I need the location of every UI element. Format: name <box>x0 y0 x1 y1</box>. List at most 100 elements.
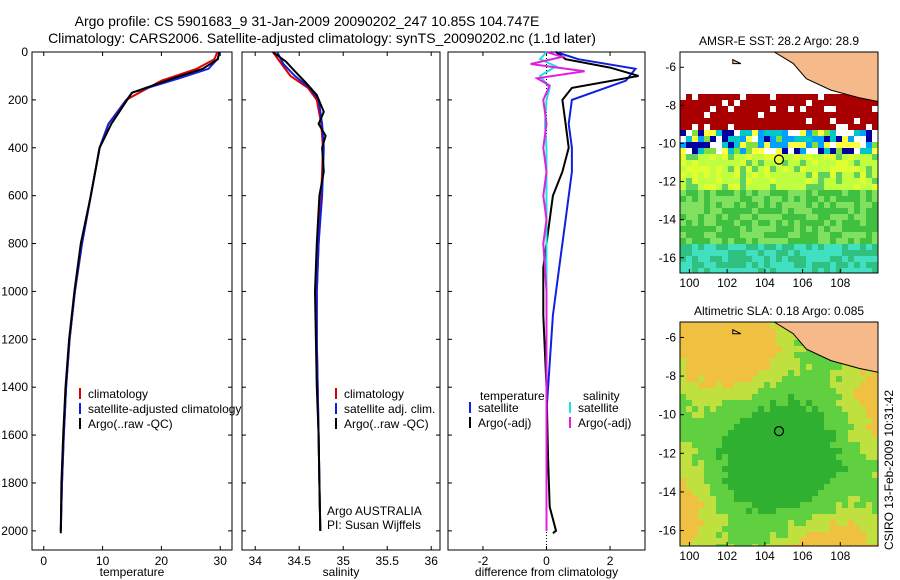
map-cell <box>800 256 807 263</box>
map-cell <box>872 532 878 539</box>
map-cell <box>848 454 855 461</box>
map-cell <box>746 64 753 71</box>
map-cell <box>866 370 873 377</box>
map-cell <box>872 160 878 167</box>
map-cell <box>866 430 873 437</box>
map-cell <box>692 178 699 185</box>
map-cell <box>770 334 777 341</box>
map-cell <box>866 100 873 107</box>
map-cell <box>818 208 825 215</box>
map-cell <box>788 226 795 233</box>
map-cell <box>848 394 855 401</box>
map-cell <box>860 130 867 137</box>
map-cell <box>794 400 801 407</box>
map-cell <box>740 544 747 546</box>
map-cell <box>692 514 699 521</box>
map-cell <box>764 358 771 365</box>
map-cell <box>800 490 807 497</box>
map-cell <box>776 496 783 503</box>
map-cell <box>812 238 819 245</box>
map-cell <box>860 472 867 479</box>
map-cell <box>758 106 765 113</box>
map-cell <box>812 232 819 239</box>
map-cell <box>854 166 861 173</box>
map-cell <box>782 478 789 485</box>
map-cell <box>728 172 735 179</box>
x-tick-label: -2 <box>478 554 489 568</box>
map-cell <box>704 388 711 395</box>
map-cell <box>734 376 741 383</box>
map-cell <box>830 544 837 546</box>
map-cell <box>728 358 735 365</box>
map-cell <box>704 442 711 449</box>
map-cell <box>830 196 837 203</box>
map-cell <box>698 382 705 389</box>
map-cell <box>758 442 765 449</box>
map-cell <box>686 166 693 173</box>
map-cell <box>692 220 699 227</box>
map-cell <box>728 190 735 197</box>
map-cell <box>752 478 759 485</box>
map-cell <box>692 232 699 239</box>
map-cell <box>764 250 771 257</box>
map-cell <box>770 520 777 527</box>
map-cell <box>842 94 849 101</box>
map-cell <box>866 514 873 521</box>
map-cell <box>836 382 843 389</box>
map-cell <box>872 466 878 473</box>
map-cell <box>686 388 693 395</box>
map-cell <box>764 154 771 161</box>
map-cell <box>752 94 759 101</box>
map-cell <box>866 388 873 395</box>
map-cell <box>848 544 855 546</box>
map-cell <box>800 346 807 353</box>
map-cell <box>794 526 801 533</box>
map-cell <box>842 160 849 167</box>
map-cell <box>680 520 687 527</box>
map-cell <box>740 430 747 437</box>
map-cell <box>758 88 765 95</box>
map-cell <box>722 244 729 251</box>
map-cell <box>788 526 795 533</box>
map-cell <box>740 400 747 407</box>
map-cell <box>860 118 867 125</box>
map-cell <box>818 190 825 197</box>
map-cell <box>710 106 717 113</box>
map-cell <box>836 148 843 155</box>
map-cell <box>764 484 771 491</box>
map-cell <box>698 130 705 137</box>
map-cell <box>860 100 867 107</box>
map-cell <box>770 472 777 479</box>
map-cell <box>728 382 735 389</box>
map-cell <box>836 142 843 149</box>
map-cell <box>842 238 849 245</box>
map-cell <box>728 154 735 161</box>
map-cell <box>740 370 747 377</box>
map-cell <box>824 406 831 413</box>
map-cell <box>782 160 789 167</box>
map-cell <box>704 376 711 383</box>
map-cell <box>794 250 801 257</box>
map-cell <box>830 412 837 419</box>
map-cell <box>692 112 699 119</box>
map-cell <box>686 430 693 437</box>
sla_map-panel: 100 102 104 106 108-6-8-10-12-14-16Altimetri… <box>659 304 879 563</box>
map-cell <box>854 490 861 497</box>
map-cell <box>704 400 711 407</box>
map-cell <box>872 484 878 491</box>
map-cell <box>698 436 705 443</box>
map-cell <box>764 244 771 251</box>
map-cell <box>782 532 789 539</box>
map-cell <box>716 340 723 347</box>
map-cell <box>782 526 789 533</box>
map-cell <box>686 358 693 365</box>
map-cell <box>740 226 747 233</box>
sst_map-title: AMSR-E SST: 28.2 Argo: 28.9 <box>699 34 859 48</box>
map-cell <box>776 538 783 545</box>
map-cell <box>734 430 741 437</box>
map-cell <box>782 94 789 101</box>
map-cell <box>764 202 771 209</box>
map-cell <box>848 196 855 203</box>
map-cell <box>788 514 795 521</box>
map-cell <box>842 472 849 479</box>
